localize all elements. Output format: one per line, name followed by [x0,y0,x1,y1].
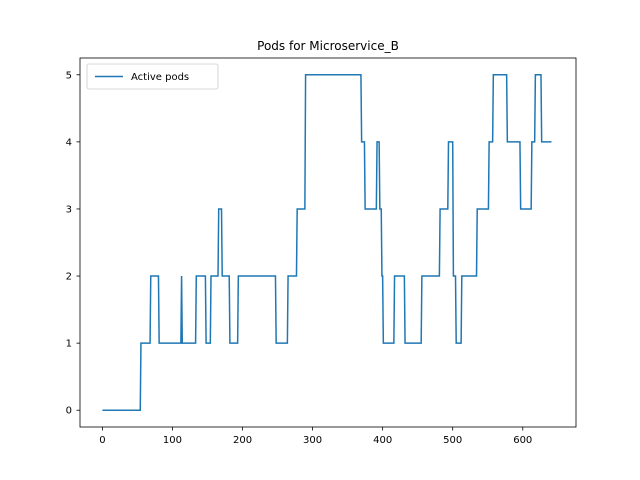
x-tick-label: 300 [303,435,322,446]
legend-box [86,63,219,90]
chart-title: Pods for Microservice_B [257,39,399,53]
y-tick-label: 1 [66,339,72,350]
plot-frame [79,57,577,428]
y-tick-label: 3 [66,204,72,215]
x-tick-label: 500 [443,435,462,446]
x-tick-label: 600 [513,435,532,446]
x-tick-label: 400 [373,435,392,446]
x-tick-label: 100 [163,435,182,446]
series-line-0 [102,74,552,411]
x-tick-label: 200 [233,435,252,446]
legend: Active pods [86,63,219,90]
plot-area [102,74,552,411]
legend-label: Active pods [131,72,189,83]
y-tick-label: 4 [66,137,72,148]
x-tick-label: 0 [99,435,105,446]
y-tick-label: 0 [66,406,72,417]
y-tick-label: 2 [66,272,72,283]
axes: 0 100 200 300 400 500 600 0 1 2 3 4 5 [66,57,577,446]
y-tick-label: 5 [66,70,72,81]
